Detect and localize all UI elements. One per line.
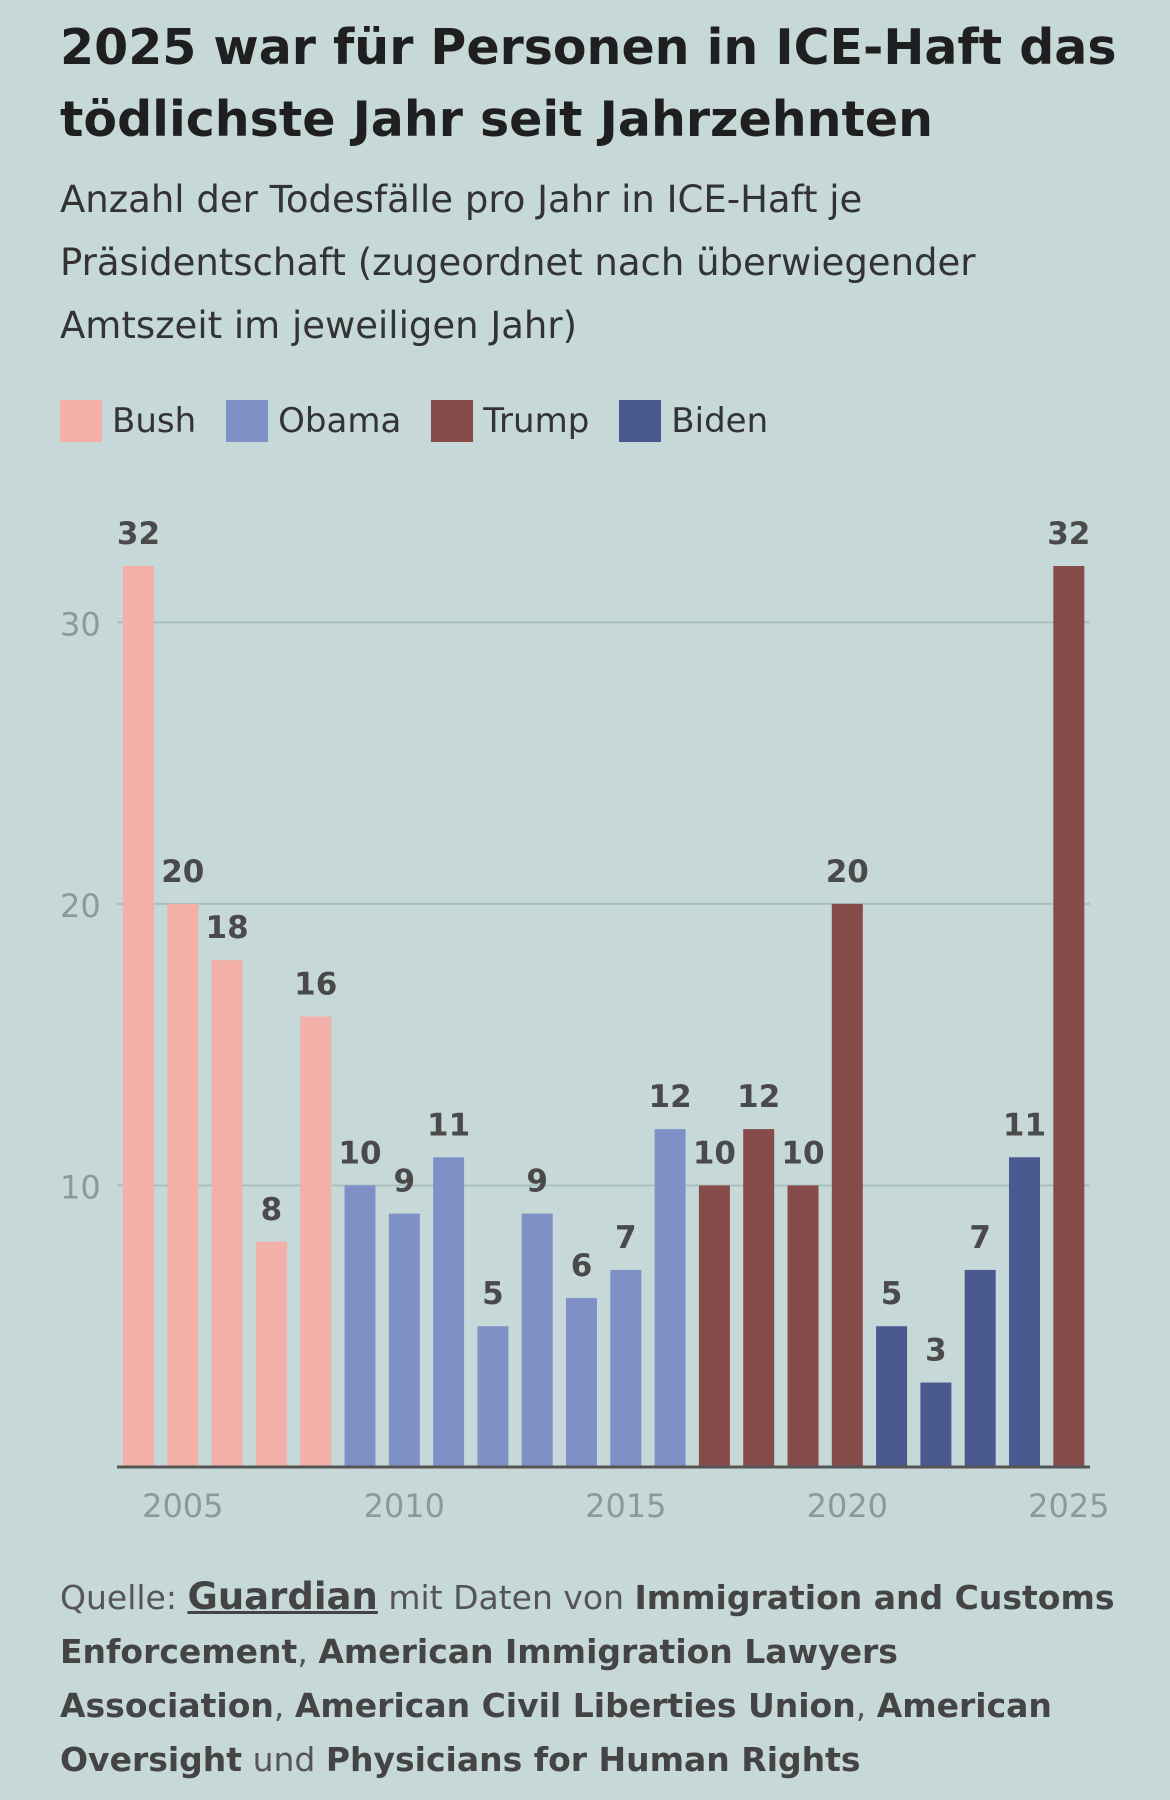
bar-2014 bbox=[566, 1298, 597, 1467]
legend-item-biden: Biden bbox=[619, 400, 768, 442]
source-prefix: Quelle: bbox=[60, 1578, 188, 1617]
source-sep: , bbox=[297, 1632, 319, 1671]
value-label-2008: 16 bbox=[294, 967, 337, 1003]
value-label-2004: 32 bbox=[117, 516, 160, 552]
legend-label-obama: Obama bbox=[278, 401, 402, 441]
value-label-2018: 12 bbox=[737, 1079, 780, 1115]
legend-item-bush: Bush bbox=[60, 400, 196, 442]
legend-swatch-obama bbox=[226, 400, 269, 442]
legend-label-bush: Bush bbox=[112, 401, 197, 441]
source-org-ice: Immigration and Customs Enforcement bbox=[60, 1578, 1115, 1671]
y-tick-label: 10 bbox=[60, 1168, 101, 1206]
legend-label-biden: Biden bbox=[671, 401, 769, 441]
bar-2004 bbox=[123, 566, 154, 1467]
legend-swatch-biden bbox=[619, 400, 662, 442]
value-label-2006: 18 bbox=[206, 910, 249, 946]
bar-2010 bbox=[388, 1213, 420, 1467]
bar-2021 bbox=[876, 1326, 908, 1467]
value-label-2019: 10 bbox=[781, 1135, 824, 1171]
value-label-2012: 5 bbox=[482, 1276, 504, 1312]
value-label-2023: 7 bbox=[969, 1220, 991, 1256]
legend-swatch-trump bbox=[431, 400, 474, 442]
value-label-2005: 20 bbox=[161, 854, 204, 890]
legend-item-trump: Trump bbox=[431, 400, 589, 442]
value-label-2014: 6 bbox=[571, 1248, 593, 1284]
chart-subtitle: Anzahl der Todesfälle pro Jahr in ICE-Ha… bbox=[60, 178, 976, 347]
value-label-2021: 5 bbox=[881, 1276, 903, 1312]
value-label-2015: 7 bbox=[615, 1220, 637, 1256]
source-sep: , bbox=[855, 1686, 877, 1725]
bar-2023 bbox=[964, 1269, 996, 1467]
bar-2019 bbox=[787, 1185, 819, 1467]
source-mid: mit Daten von bbox=[377, 1578, 635, 1617]
value-label-2013: 9 bbox=[526, 1164, 548, 1200]
bar-2020 bbox=[831, 903, 863, 1467]
legend: Bush Obama Trump Biden bbox=[60, 398, 798, 444]
source-guardian-link[interactable]: Guardian bbox=[187, 1575, 378, 1618]
x-tick-label: 2015 bbox=[585, 1487, 666, 1520]
bar-2005 bbox=[167, 903, 199, 1467]
x-tick-label: 2025 bbox=[1028, 1487, 1109, 1520]
value-label-2025: 32 bbox=[1047, 516, 1090, 552]
x-tick-label: 2010 bbox=[364, 1487, 445, 1520]
x-tick-label: 2005 bbox=[142, 1487, 223, 1520]
bar-2011 bbox=[433, 1157, 465, 1467]
bar-2009 bbox=[344, 1185, 376, 1467]
legend-label-trump: Trump bbox=[483, 401, 590, 441]
y-tick-label: 20 bbox=[60, 887, 101, 925]
gridlines bbox=[117, 621, 1090, 1187]
bar-2008 bbox=[300, 1016, 332, 1467]
bar-2018 bbox=[743, 1129, 775, 1467]
source-and: und bbox=[242, 1740, 326, 1779]
value-label-2011: 11 bbox=[427, 1107, 470, 1143]
source-sep: , bbox=[273, 1686, 295, 1725]
chart-title: 2025 war für Personen in ICE-Haft das tö… bbox=[60, 19, 1117, 148]
legend-swatch-bush bbox=[60, 400, 102, 442]
value-label-2016: 12 bbox=[649, 1079, 692, 1115]
bar-2007 bbox=[255, 1241, 287, 1467]
value-label-2017: 10 bbox=[693, 1135, 736, 1171]
x-tick-label: 2020 bbox=[807, 1487, 888, 1520]
source-note: Quelle: Guardian mit Daten von Immigrati… bbox=[60, 1570, 1120, 1787]
source-org-phr: Physicians for Human Rights bbox=[325, 1740, 861, 1779]
bar-2017 bbox=[698, 1185, 730, 1467]
bar-2016 bbox=[654, 1129, 686, 1467]
y-tick-label: 30 bbox=[60, 605, 101, 643]
bars bbox=[123, 566, 1085, 1467]
bar-2015 bbox=[610, 1269, 642, 1467]
value-label-2020: 20 bbox=[826, 854, 869, 890]
value-label-2007: 8 bbox=[261, 1192, 283, 1228]
source-org-aila: American Immigration Lawyers Association bbox=[60, 1632, 898, 1725]
value-label-2022: 3 bbox=[925, 1333, 947, 1369]
bar-2012 bbox=[477, 1326, 509, 1467]
value-label-2010: 9 bbox=[394, 1164, 416, 1200]
bar-2022 bbox=[920, 1382, 952, 1467]
value-label-2024: 11 bbox=[1003, 1107, 1046, 1143]
bar-2024 bbox=[1009, 1157, 1040, 1467]
value-label-2009: 10 bbox=[338, 1135, 381, 1171]
bar-2025 bbox=[1053, 566, 1085, 1467]
legend-item-obama: Obama bbox=[226, 400, 401, 442]
bar-2013 bbox=[521, 1213, 553, 1467]
source-org-aclu: American Civil Liberties Union bbox=[294, 1686, 856, 1725]
source-org-oversight: American Oversight bbox=[60, 1686, 1052, 1779]
bar-2006 bbox=[211, 960, 243, 1467]
